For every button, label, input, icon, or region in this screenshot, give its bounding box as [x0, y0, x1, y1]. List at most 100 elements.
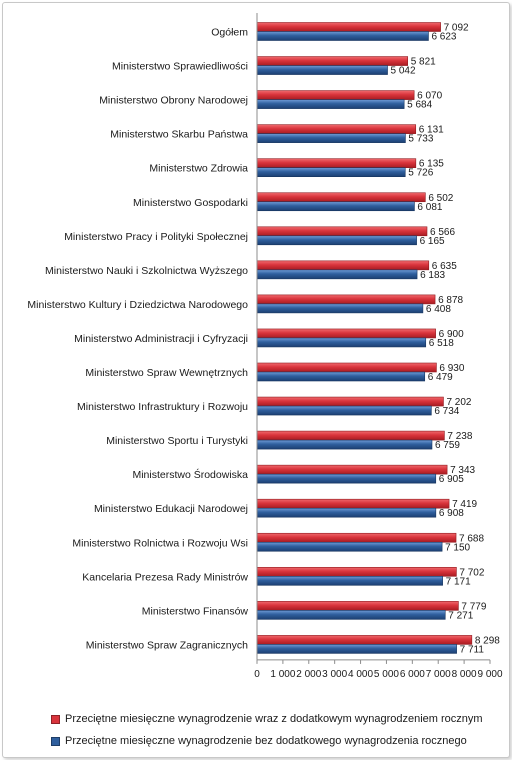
category-label: Ministerstwo Sportu i Turystyki — [106, 435, 248, 447]
bar-without-bonus — [256, 337, 427, 348]
category-label: Ministerstwo Środowiska — [132, 468, 248, 481]
category-label: Ministerstwo Nauki i Szkolnictwa Wyższeg… — [45, 265, 248, 277]
bar-without-bonus — [256, 201, 415, 212]
data-label-with-bonus: 6 635 — [432, 261, 457, 272]
data-label-with-bonus: 7 702 — [459, 567, 484, 578]
data-label-with-bonus: 7 092 — [444, 23, 469, 34]
bar-with-bonus — [256, 192, 426, 203]
x-tick-label: 0 — [254, 669, 260, 680]
data-label-without-bonus: 7 271 — [448, 610, 473, 621]
x-tick-label: 8 000 — [452, 669, 477, 680]
bar-without-bonus — [256, 167, 406, 177]
category-label: Ministerstwo Sprawiedliwości — [112, 61, 248, 73]
legend-label-without-bonus: Przeciętne miesięczne wynagrodzenie bez … — [65, 735, 467, 747]
bar-without-bonus — [256, 371, 426, 382]
data-label-with-bonus: 6 900 — [439, 329, 464, 340]
category-label: Ministerstwo Edukacji Narodowej — [94, 503, 248, 515]
bar-without-bonus — [256, 65, 388, 75]
data-label-with-bonus: 8 298 — [475, 635, 500, 646]
category-label: Ministerstwo Zdrowia — [149, 163, 248, 175]
data-label-with-bonus: 7 238 — [447, 431, 472, 442]
bar-with-bonus — [256, 566, 457, 577]
x-tick-label: 5 000 — [374, 669, 399, 680]
legend: Przeciętne miesięczne wynagrodzenie wraz… — [51, 708, 501, 752]
category-label: Ogółem — [211, 27, 248, 39]
data-label-with-bonus: 7 419 — [452, 499, 477, 510]
bar-with-bonus — [256, 532, 457, 543]
legend-item-with-bonus: Przeciętne miesięczne wynagrodzenie wraz… — [51, 708, 501, 730]
bar-with-bonus — [256, 226, 428, 237]
bar-chart: Ogółem Ministerstwo Sprawiedliwości Minist… — [27, 12, 503, 680]
data-label-with-bonus: 5 821 — [411, 57, 436, 68]
category-label: Ministerstwo Rolnictwa i Rozwoju Wsi — [72, 537, 248, 549]
data-label-without-bonus: 7 171 — [446, 576, 471, 587]
data-label-without-bonus: 6 905 — [439, 474, 464, 485]
x-tick-label: 9 000 — [477, 669, 502, 680]
x-tick-label: 1 000 — [270, 669, 295, 680]
x-tick-label: 3 000 — [322, 669, 347, 680]
data-label-with-bonus: 6 070 — [417, 91, 442, 102]
bar-with-bonus — [256, 260, 430, 271]
data-label-with-bonus: 6 878 — [438, 295, 463, 306]
bar-with-bonus — [256, 56, 408, 66]
category-label: Ministerstwo Obrony Narodowej — [99, 95, 248, 107]
bars — [256, 22, 473, 654]
bar-without-bonus — [256, 610, 446, 620]
bar-with-bonus — [256, 601, 459, 611]
bar-without-bonus — [256, 99, 405, 109]
data-label-with-bonus: 7 343 — [450, 465, 475, 476]
data-label-with-bonus: 6 502 — [428, 193, 453, 204]
bar-with-bonus — [256, 158, 417, 168]
category-label: Ministerstwo Spraw Zagranicznych — [86, 639, 248, 651]
data-label-without-bonus: 6 759 — [435, 440, 460, 451]
data-label-without-bonus: 6 734 — [434, 406, 459, 417]
bar-without-bonus — [256, 473, 437, 484]
bar-without-bonus — [256, 269, 418, 280]
category-label: Ministerstwo Infrastruktury i Rozwoju — [77, 401, 248, 413]
bar-with-bonus — [256, 124, 417, 134]
bar-without-bonus — [256, 235, 417, 246]
data-label-with-bonus: 6 930 — [439, 363, 464, 374]
legend-swatch-blue — [51, 736, 60, 746]
category-label: Ministerstwo Gospodarki — [133, 197, 248, 209]
data-label-without-bonus: 6 479 — [428, 372, 453, 383]
bar-with-bonus — [256, 328, 436, 339]
category-label: Ministerstwo Kultury i Dziedzictwa Narod… — [27, 299, 248, 311]
data-label-without-bonus: 7 150 — [445, 542, 470, 553]
category-labels: Ogółem Ministerstwo Sprawiedliwości Minist… — [27, 27, 248, 652]
data-label-without-bonus: 6 081 — [417, 202, 442, 213]
category-label: Ministerstwo Pracy i Polityki Społecznej — [64, 231, 248, 243]
bar-with-bonus — [256, 362, 437, 373]
bar-with-bonus — [256, 464, 448, 475]
data-label-without-bonus: 5 726 — [408, 168, 433, 179]
bar-with-bonus — [256, 430, 445, 441]
data-label-without-bonus: 5 733 — [408, 134, 433, 145]
bar-without-bonus — [256, 575, 443, 586]
data-label-without-bonus: 5 684 — [407, 100, 432, 111]
bar-with-bonus — [256, 396, 444, 407]
bar-without-bonus — [256, 133, 406, 143]
bar-without-bonus — [256, 405, 432, 416]
data-label-with-bonus: 7 688 — [459, 533, 484, 544]
bar-without-bonus — [256, 303, 424, 314]
bar-without-bonus — [256, 31, 429, 41]
x-tick-label: 6 000 — [400, 669, 425, 680]
data-label-without-bonus: 6 183 — [420, 270, 445, 281]
data-label-with-bonus: 6 135 — [419, 159, 444, 170]
data-label-with-bonus: 6 131 — [419, 125, 444, 136]
category-label: Ministerstwo Skarbu Państwa — [110, 129, 248, 141]
data-label-without-bonus: 6 408 — [426, 304, 451, 315]
data-label-without-bonus: 5 042 — [391, 66, 416, 77]
legend-item-without-bonus: Przeciętne miesięczne wynagrodzenie bez … — [51, 730, 501, 752]
bar-with-bonus — [256, 22, 441, 32]
data-label-without-bonus: 7 711 — [460, 644, 485, 655]
bar-with-bonus — [256, 498, 450, 509]
bar-without-bonus — [256, 644, 457, 654]
x-tick-label: 7 000 — [426, 669, 451, 680]
bar-with-bonus — [256, 635, 473, 645]
data-label-without-bonus: 6 165 — [420, 236, 445, 247]
data-label-with-bonus: 6 566 — [430, 227, 455, 238]
bar-without-bonus — [256, 507, 437, 518]
